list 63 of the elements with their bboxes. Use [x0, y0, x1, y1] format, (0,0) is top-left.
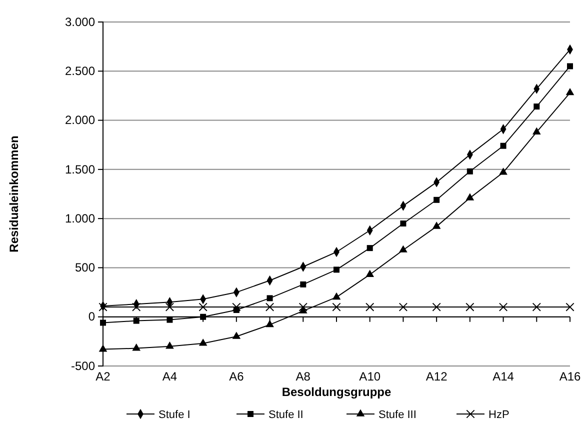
point: [466, 302, 474, 312]
point: [532, 127, 541, 134]
point: [266, 295, 273, 302]
point: [265, 302, 274, 312]
y-tick-label: 2.500: [64, 64, 96, 78]
point: [132, 302, 141, 312]
x-tick-label: A2: [96, 370, 111, 384]
point: [567, 63, 573, 70]
x-tick-label: A6: [229, 370, 244, 384]
point: [198, 302, 208, 312]
point: [332, 292, 341, 300]
x-tick-label: A8: [296, 370, 311, 384]
point: [432, 302, 441, 312]
y-axis-title: Residualeinkommen: [7, 136, 21, 252]
point: [466, 168, 473, 174]
legend-label: HzP: [488, 409, 510, 421]
point: [500, 142, 506, 149]
legend-label: Stufe I: [158, 409, 190, 421]
point: [132, 344, 141, 351]
point: [133, 318, 140, 324]
legend-label: Stufe III: [378, 409, 416, 421]
point: [198, 338, 208, 346]
y-tick-label: 0: [88, 310, 96, 324]
point: [400, 220, 406, 226]
point: [534, 104, 540, 110]
point: [200, 314, 206, 320]
x-tick-label: A14: [492, 370, 514, 384]
point: [366, 245, 373, 252]
y-tick-label: 2.000: [64, 113, 96, 128]
x-tick-label: A4: [162, 370, 178, 384]
point: [532, 302, 541, 312]
point: [498, 302, 508, 312]
point: [334, 266, 340, 273]
point: [266, 320, 274, 328]
point: [298, 302, 308, 312]
y-tick-label: 1.000: [64, 211, 96, 226]
x-tick-label: A12: [426, 370, 448, 384]
point: [232, 332, 241, 339]
y-tick-label: -500: [70, 358, 96, 373]
y-tick-label: 1.500: [64, 162, 96, 176]
point: [366, 270, 374, 277]
y-tick-label: 3.000: [64, 14, 96, 29]
point: [466, 193, 474, 200]
point: [566, 88, 574, 96]
point: [300, 281, 306, 288]
point: [332, 302, 341, 312]
point: [399, 245, 408, 252]
x-tick-label: A10: [359, 370, 381, 384]
point: [398, 302, 408, 312]
x-tick-label: A16: [559, 370, 581, 384]
x-axis-title: Besoldungsgruppe: [282, 385, 392, 399]
point: [166, 316, 173, 323]
point: [434, 196, 440, 203]
point: [100, 320, 106, 326]
legend-label: Stufe II: [268, 409, 304, 421]
point: [499, 168, 508, 175]
point: [366, 302, 374, 312]
point: [566, 302, 574, 312]
y-tick-label: 500: [74, 260, 96, 275]
point: [166, 342, 174, 349]
point: [165, 302, 174, 312]
point: [232, 302, 241, 312]
point: [432, 222, 441, 229]
